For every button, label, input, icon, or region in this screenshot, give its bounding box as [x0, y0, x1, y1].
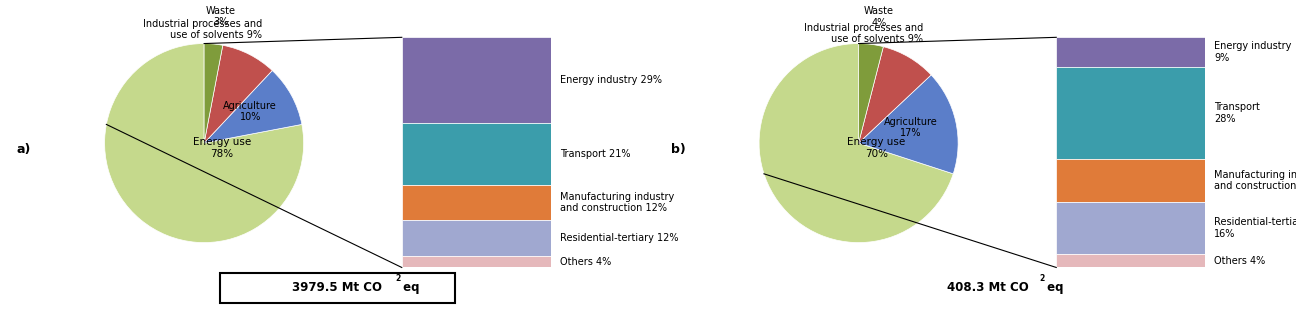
Text: Waste
3%: Waste 3% [206, 6, 236, 27]
Text: Energy industry
9%: Energy industry 9% [1214, 41, 1292, 63]
Bar [402, 256, 551, 267]
Wedge shape [759, 44, 954, 243]
Bar [402, 185, 551, 220]
Text: Energy use
78%: Energy use 78% [193, 137, 251, 159]
Text: Transport 21%: Transport 21% [560, 149, 630, 159]
Text: b): b) [671, 143, 686, 156]
Wedge shape [205, 71, 302, 143]
Text: 408.3 Mt CO: 408.3 Mt CO [946, 281, 1029, 294]
Bar [402, 220, 551, 256]
Text: Others 4%: Others 4% [1214, 256, 1265, 266]
Text: Industrial processes and
use of solvents 9%: Industrial processes and use of solvents… [805, 23, 924, 44]
Text: Agriculture
10%: Agriculture 10% [223, 100, 277, 122]
Text: Industrial processes and
use of solvents 9%: Industrial processes and use of solvents… [143, 19, 262, 40]
Bar [220, 273, 455, 303]
Wedge shape [105, 44, 303, 243]
Text: Waste
4%: Waste 4% [864, 6, 894, 28]
Text: 3979.5 Mt CO: 3979.5 Mt CO [292, 281, 382, 294]
Text: a): a) [17, 143, 31, 156]
Text: eq: eq [399, 281, 420, 294]
Text: Agriculture
17%: Agriculture 17% [884, 117, 938, 138]
Text: 2: 2 [1039, 274, 1045, 283]
Wedge shape [859, 75, 958, 174]
Bar [402, 123, 551, 185]
Wedge shape [205, 45, 272, 143]
Bar [402, 37, 551, 123]
Wedge shape [205, 44, 223, 143]
Text: Residential-tertiary 12%: Residential-tertiary 12% [560, 233, 678, 243]
Text: Energy use
70%: Energy use 70% [848, 137, 906, 159]
Text: Manufacturing industry
and construction 12%: Manufacturing industry and construction … [560, 192, 674, 213]
Wedge shape [859, 47, 931, 143]
Bar [1056, 254, 1205, 267]
Text: eq: eq [1043, 281, 1064, 294]
Wedge shape [859, 44, 884, 143]
Bar [1056, 202, 1205, 254]
Text: 2: 2 [395, 274, 400, 283]
Bar [1056, 159, 1205, 202]
Text: Manufacturing industry
and construction 13%: Manufacturing industry and construction … [1214, 169, 1296, 191]
Text: Others 4%: Others 4% [560, 257, 610, 267]
Text: Residential-tertiary
16%: Residential-tertiary 16% [1214, 217, 1296, 239]
Bar [1056, 67, 1205, 159]
Text: Transport
28%: Transport 28% [1214, 102, 1260, 124]
Text: Energy industry 29%: Energy industry 29% [560, 75, 662, 85]
Bar [1056, 37, 1205, 67]
